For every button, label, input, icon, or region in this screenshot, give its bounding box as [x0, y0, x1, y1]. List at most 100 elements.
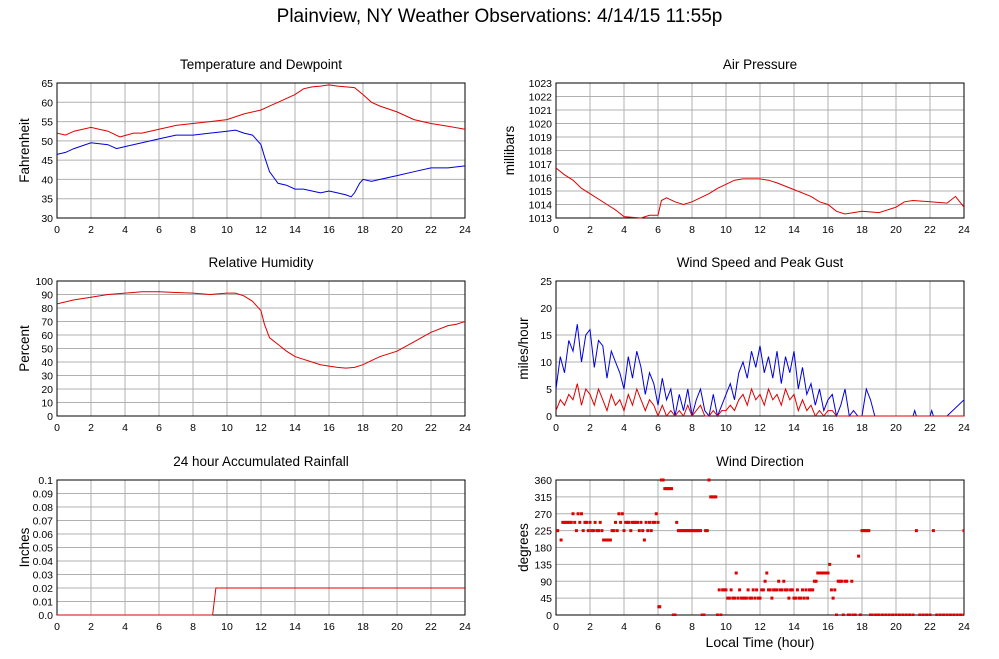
plot-frame — [56, 479, 466, 616]
page-title: Plainview, NY Weather Observations: 4/14… — [276, 6, 723, 27]
x-tick-label: 0 — [553, 422, 559, 434]
series-line-0 — [57, 84, 465, 138]
y-tick-label: 360 — [534, 475, 552, 487]
data-point — [639, 520, 643, 524]
data-point — [801, 588, 804, 592]
x-tick-label: 18 — [856, 224, 868, 236]
data-point — [656, 520, 660, 524]
y-tick-label: 80 — [41, 303, 53, 315]
data-point — [846, 613, 850, 616]
x-tick-label: 20 — [391, 422, 403, 434]
data-point — [787, 596, 791, 600]
data-point — [632, 520, 636, 524]
series-line-0 — [556, 167, 964, 219]
y-tick-label: 0.04 — [33, 556, 54, 568]
data-point — [814, 579, 818, 583]
x-tick-label: 0 — [54, 224, 60, 236]
data-point — [699, 529, 702, 533]
data-point — [962, 529, 964, 533]
data-point — [665, 487, 668, 491]
data-point — [858, 613, 862, 616]
data-point — [659, 478, 663, 482]
y-tick-label: 315 — [534, 492, 552, 504]
y-axis-label: Fahrenheit — [17, 118, 32, 183]
y-tick-label: 55 — [41, 117, 53, 129]
data-point — [673, 613, 677, 616]
data-point — [811, 588, 815, 592]
data-point — [852, 613, 855, 616]
data-point — [602, 538, 606, 542]
data-point — [648, 520, 651, 524]
data-point — [709, 495, 713, 499]
data-point — [748, 596, 752, 600]
data-point — [687, 529, 691, 533]
x-tick-label: 0 — [553, 224, 559, 236]
y-tick-label: 100 — [35, 276, 53, 288]
y-tick-label: 1015 — [529, 186, 553, 198]
y-tick-label: 270 — [534, 509, 552, 521]
data-point — [578, 520, 582, 524]
x-tick-label: 16 — [323, 422, 335, 434]
x-tick-label: 10 — [720, 422, 732, 434]
data-point — [710, 495, 714, 499]
data-point — [790, 588, 794, 592]
data-point — [634, 520, 638, 524]
data-point — [891, 613, 895, 616]
data-point — [576, 512, 580, 516]
x-tick-label: 14 — [788, 621, 800, 633]
y-tick-label: 1023 — [529, 78, 553, 90]
data-point — [678, 529, 682, 533]
data-point — [675, 520, 679, 524]
data-point — [794, 596, 798, 600]
y-axis-label: millibars — [502, 126, 517, 176]
data-point — [743, 596, 747, 600]
data-point — [804, 588, 808, 592]
data-point — [758, 596, 762, 600]
x-tick-label: 2 — [587, 422, 593, 434]
data-point — [770, 596, 774, 600]
data-point — [682, 529, 685, 533]
data-point — [925, 613, 929, 616]
y-tick-label: 40 — [41, 174, 53, 186]
y-tick-label: 20 — [41, 384, 53, 396]
data-point — [952, 613, 956, 616]
x-tick-label: 22 — [425, 621, 437, 633]
data-point — [931, 529, 935, 533]
data-point — [637, 529, 641, 533]
data-point — [887, 613, 891, 616]
series-line-1 — [57, 129, 465, 198]
x-tick-label: 6 — [156, 422, 162, 434]
series-line-0 — [556, 324, 964, 417]
data-point — [799, 596, 803, 600]
data-point — [761, 588, 765, 592]
data-point — [642, 538, 646, 542]
x-tick-label: 20 — [890, 422, 902, 434]
data-point — [833, 588, 837, 592]
x-tick-label: 14 — [788, 422, 800, 434]
data-point — [809, 588, 813, 592]
data-point — [588, 520, 592, 524]
x-tick-label: 12 — [754, 224, 766, 236]
data-point — [574, 529, 578, 533]
data-point — [668, 487, 672, 491]
x-tick-label: 18 — [856, 621, 868, 633]
data-point — [671, 613, 675, 616]
x-tick-label: 6 — [655, 224, 661, 236]
x-tick-label: 24 — [958, 422, 970, 434]
data-point — [585, 520, 589, 524]
x-tick-label: 24 — [459, 621, 471, 633]
data-point — [653, 520, 657, 524]
y-tick-label: 1022 — [529, 92, 553, 104]
x-tick-label: 2 — [88, 224, 94, 236]
data-point — [663, 487, 667, 491]
data-point — [863, 529, 867, 533]
y-tick-label: 1021 — [529, 105, 553, 117]
data-point — [627, 520, 631, 524]
data-point — [603, 538, 607, 542]
data-point — [704, 529, 708, 533]
data-point — [746, 588, 750, 592]
